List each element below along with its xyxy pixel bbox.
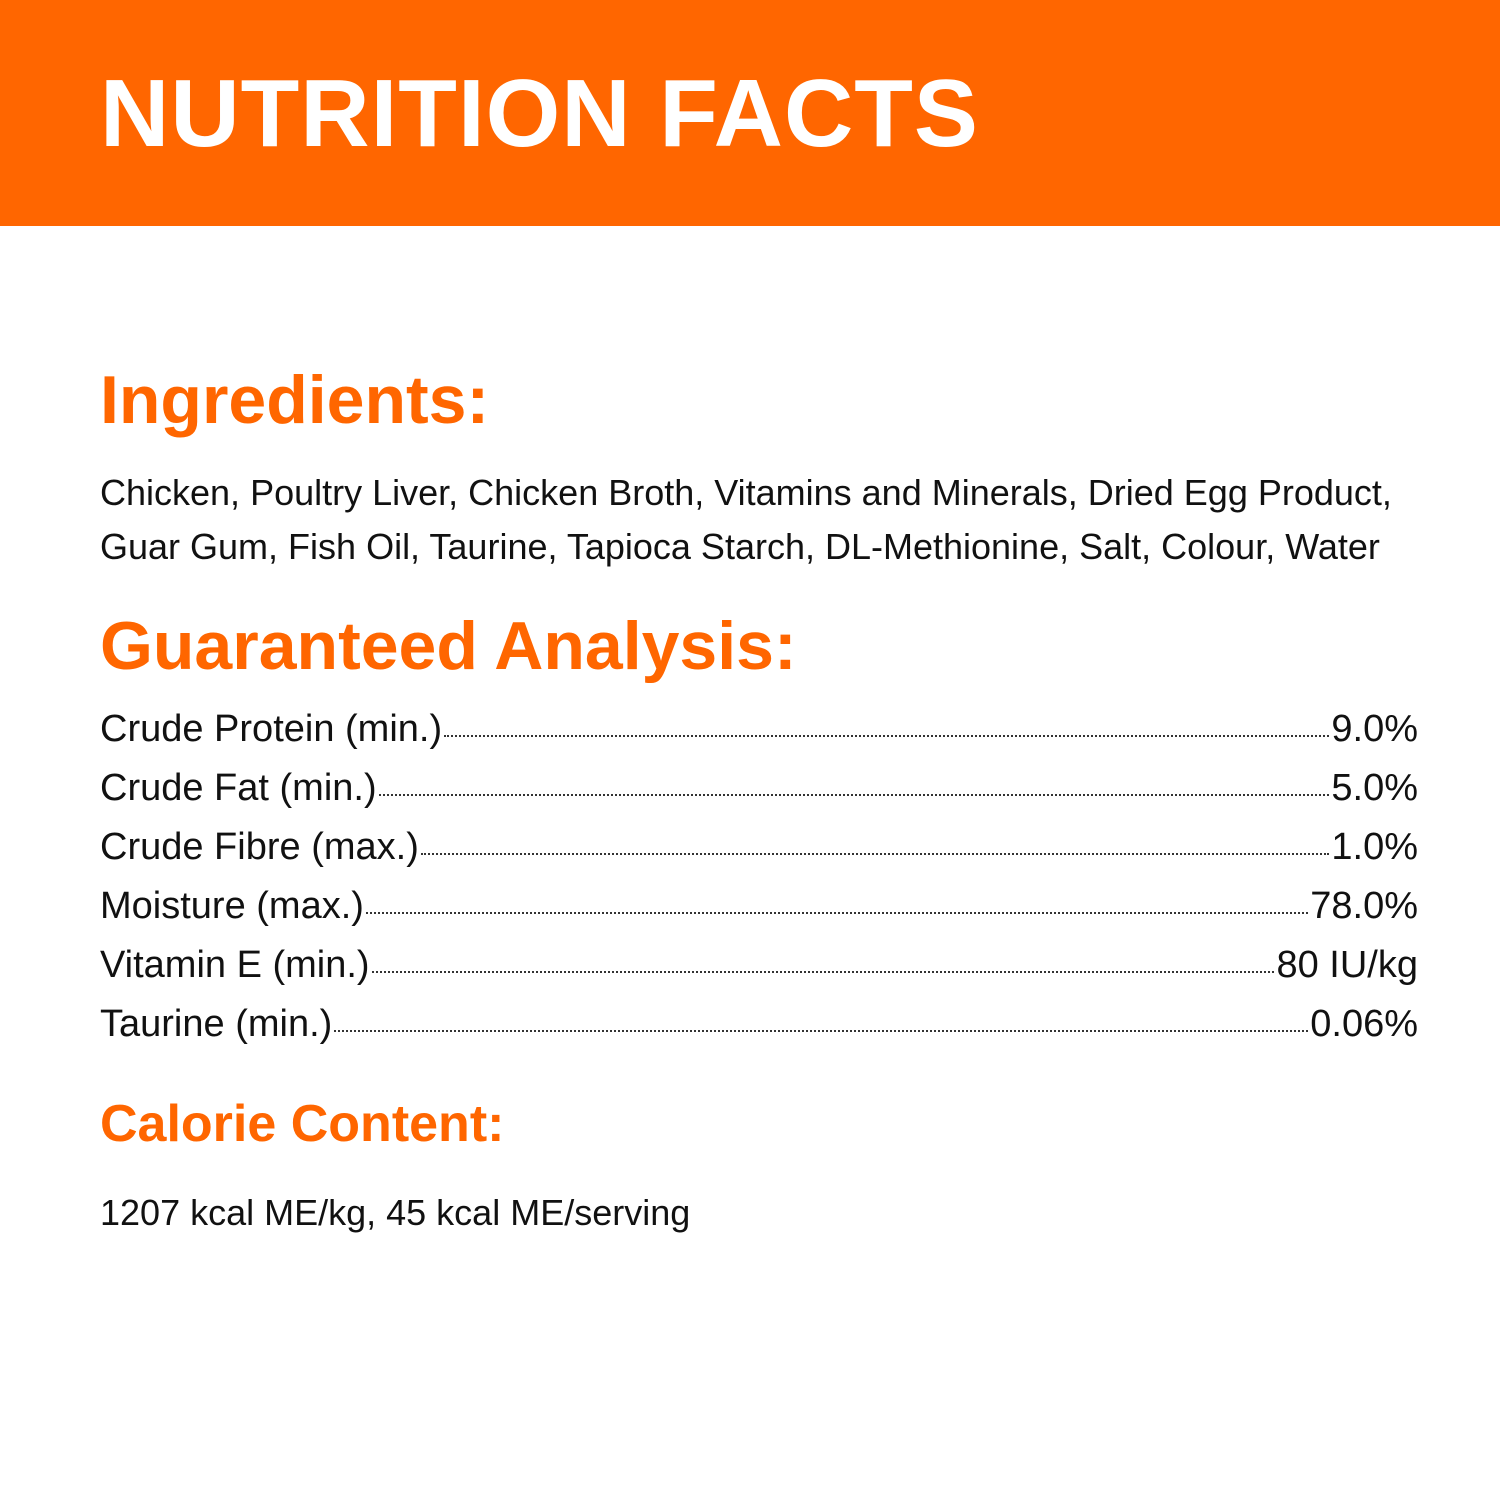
ingredients-heading: Ingredients: [100,362,490,438]
analysis-row-crude-fat: Crude Fat (min.) 5.0% [100,759,1418,818]
analysis-label: Crude Protein (min.) [100,708,443,750]
analysis-value: 80 IU/kg [1276,944,1418,986]
guaranteed-analysis-table: Crude Protein (min.) 9.0% Crude Fat (min… [100,700,1418,1054]
analysis-row-taurine: Taurine (min.) 0.06% [100,995,1418,1054]
analysis-value: 5.0% [1331,767,1418,809]
guaranteed-analysis-heading: Guaranteed Analysis: [100,608,797,684]
analysis-value: 0.06% [1310,1003,1418,1045]
analysis-label: Crude Fat (min.) [100,767,377,809]
analysis-label: Moisture (max.) [100,885,364,927]
analysis-label: Vitamin E (min.) [100,944,370,986]
dot-leader [371,971,1275,973]
label-content: Ingredients: Chicken, Poultry Liver, Chi… [100,360,1418,1240]
dot-leader [378,794,1330,796]
analysis-row-crude-protein: Crude Protein (min.) 9.0% [100,700,1418,759]
analysis-value: 9.0% [1331,708,1418,750]
dot-leader [420,853,1330,855]
analysis-value: 78.0% [1310,885,1418,927]
dot-leader [334,1030,1309,1032]
analysis-row-moisture: Moisture (max.) 78.0% [100,877,1418,936]
dot-leader [365,912,1309,914]
analysis-row-vitamin-e: Vitamin E (min.) 80 IU/kg [100,936,1418,995]
header-banner: NUTRITION FACTS [0,0,1500,226]
page-title: NUTRITION FACTS [100,60,979,167]
analysis-label: Taurine (min.) [100,1003,333,1045]
analysis-row-crude-fibre: Crude Fibre (max.) 1.0% [100,818,1418,877]
calorie-content-heading: Calorie Content: [100,1095,505,1153]
dot-leader [444,735,1330,737]
ingredients-list: Chicken, Poultry Liver, Chicken Broth, V… [100,472,1392,567]
analysis-label: Crude Fibre (max.) [100,826,419,868]
analysis-value: 1.0% [1331,826,1418,868]
calorie-content-text: 1207 kcal ME/kg, 45 kcal ME/serving [100,1192,691,1233]
